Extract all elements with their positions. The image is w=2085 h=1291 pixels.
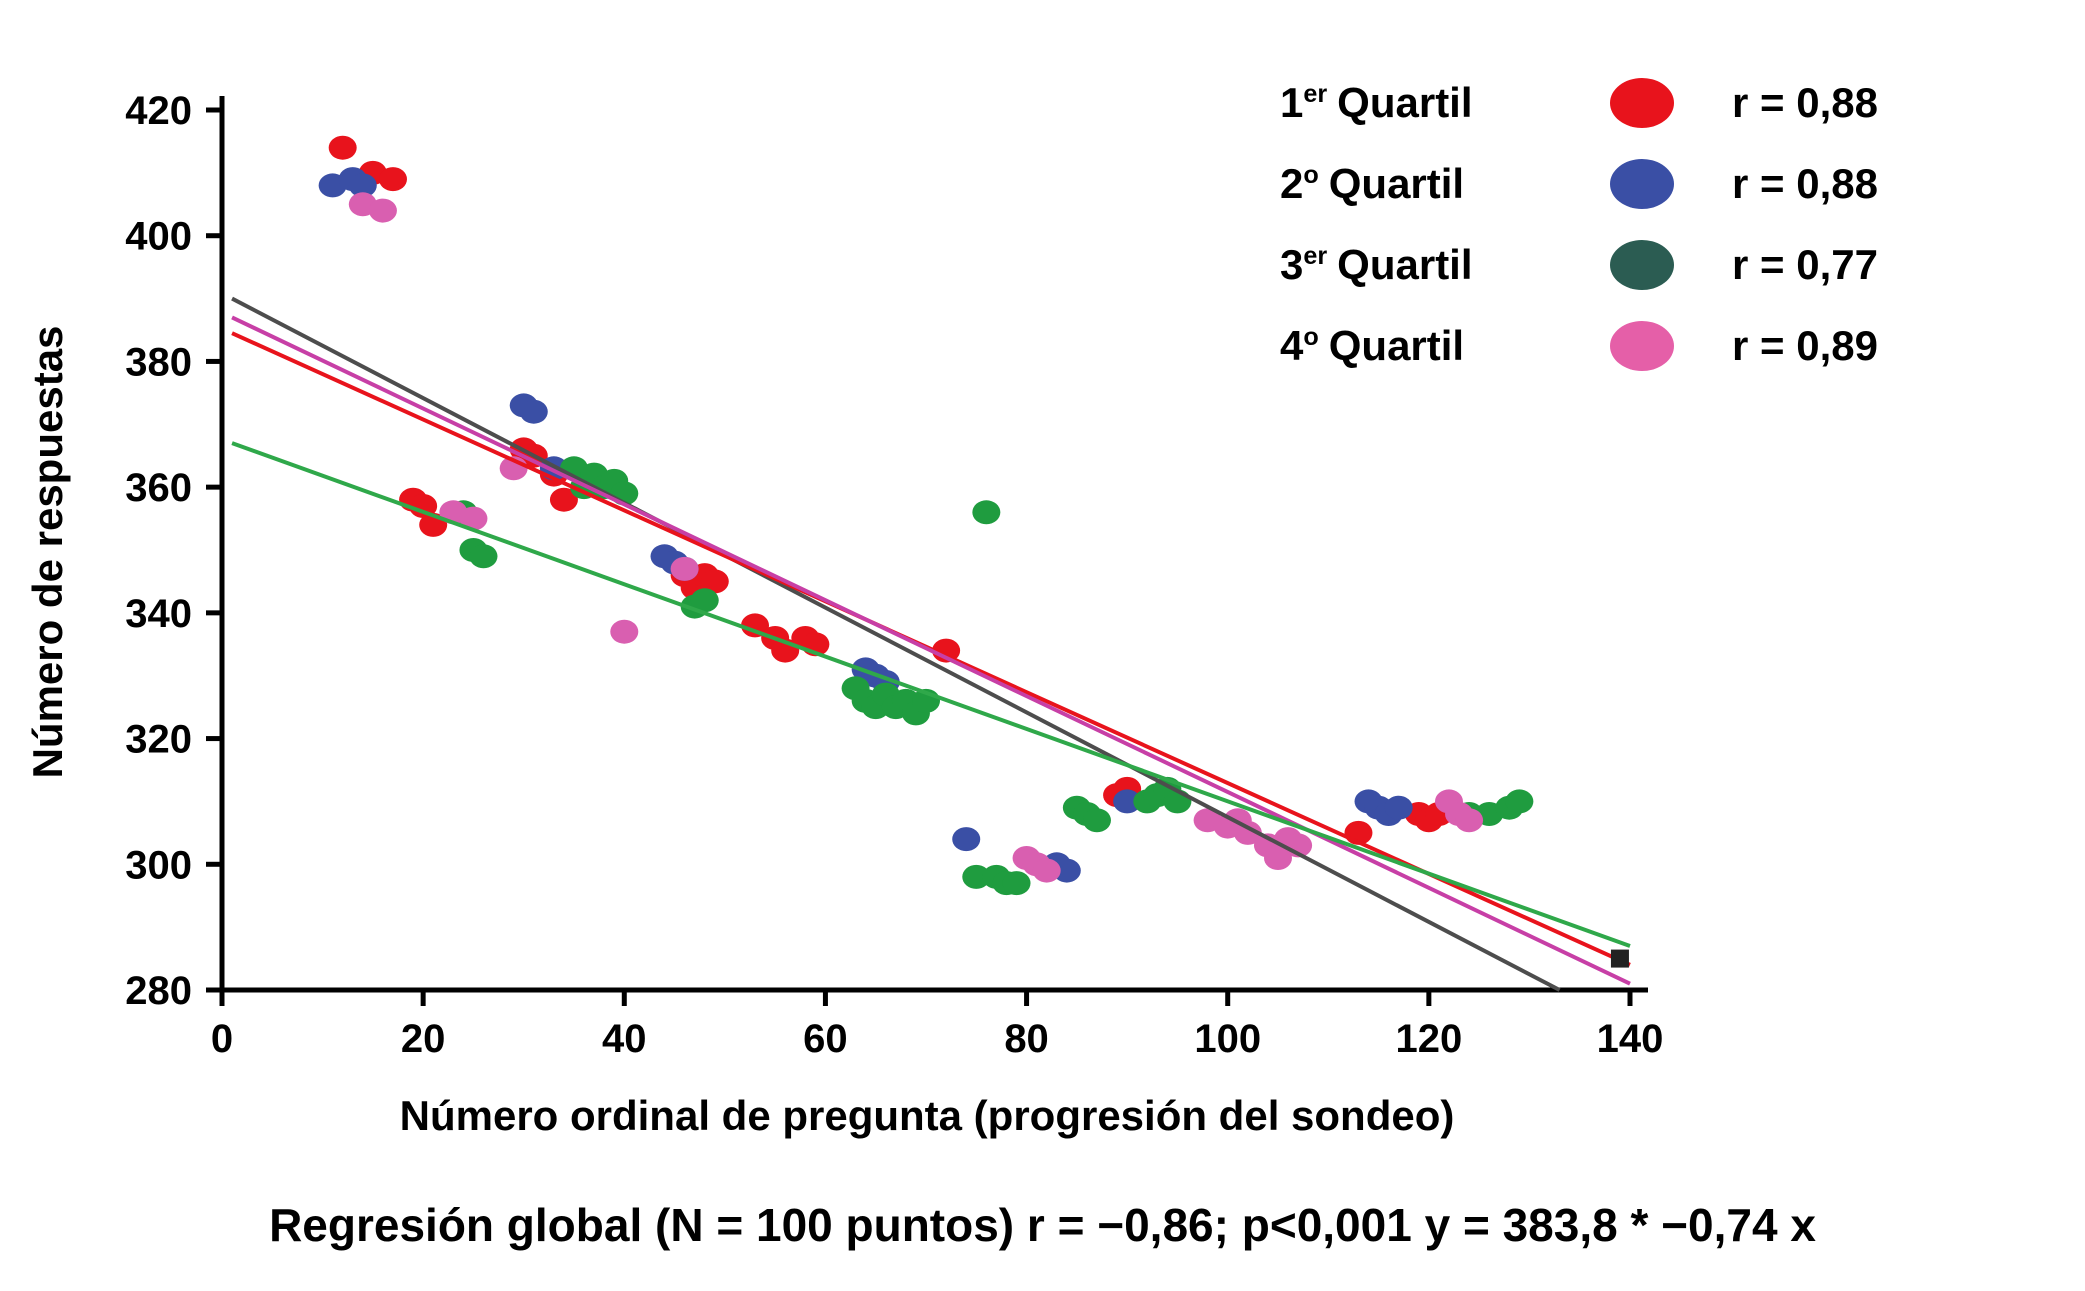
data-point — [952, 827, 981, 852]
x-tick-label: 40 — [602, 1017, 647, 1061]
legend-label: 2o Quartil — [1280, 160, 1610, 208]
data-point — [690, 588, 719, 613]
legend-item: 2o Quartil r = 0,88 — [1280, 143, 1878, 224]
legend-item: 3er Quartil r = 0,77 — [1280, 224, 1878, 305]
legend-marker-pink-circle — [1610, 320, 1674, 371]
x-tick-label: 0 — [211, 1017, 233, 1061]
x-axis-title: Número ordinal de pregunta (progresión d… — [399, 1092, 1455, 1139]
regression-line — [231, 296, 1561, 992]
data-point — [328, 135, 357, 160]
legend-label: 1er Quartil — [1280, 79, 1610, 127]
data-point — [972, 500, 1001, 525]
legend-r-value: r = 0,89 — [1732, 321, 1878, 369]
y-tick-label: 380 — [125, 340, 192, 384]
legend-label-ordinal: er — [1303, 79, 1328, 108]
legend-label-number: 1 — [1280, 78, 1304, 126]
y-tick-label: 300 — [125, 843, 192, 887]
legend-r-value: r = 0,88 — [1732, 159, 1878, 207]
data-point — [700, 569, 729, 594]
y-axis-title: Número de respuestas — [24, 325, 71, 779]
data-point — [348, 173, 377, 198]
data-point — [459, 506, 488, 531]
y-tick-label: 340 — [125, 592, 192, 636]
legend-label-number: 2 — [1280, 159, 1304, 207]
legend-r-value: r = 0,88 — [1732, 78, 1878, 126]
x-tick-label: 140 — [1597, 1017, 1664, 1061]
legend-r-value: r = 0,77 — [1732, 240, 1878, 288]
regression-caption: Regresión global (N = 100 puntos) r = −0… — [269, 1199, 1816, 1251]
legend-label-ordinal: o — [1303, 160, 1319, 189]
legend-label: 4o Quartil — [1280, 322, 1610, 370]
legend-label-word: Quartil — [1337, 78, 1473, 126]
data-point — [741, 613, 770, 638]
data-point — [1264, 846, 1292, 870]
data-point — [1233, 820, 1262, 845]
data-point — [1052, 858, 1081, 883]
x-tick-label: 20 — [401, 1017, 446, 1061]
y-tick-label: 360 — [125, 466, 192, 510]
legend-marker-teal-circle — [1610, 239, 1674, 290]
regression-line — [231, 441, 1631, 948]
data-point — [1113, 789, 1142, 814]
regression-end-marker — [1610, 949, 1629, 968]
y-tick-label: 280 — [125, 969, 192, 1013]
y-tick-label: 400 — [125, 215, 192, 259]
legend-label-word: Quartil — [1328, 159, 1465, 207]
x-tick-label: 100 — [1194, 1017, 1261, 1061]
legend-item: 4o Quartil r = 0,89 — [1280, 305, 1878, 386]
data-point — [1082, 808, 1111, 833]
legend: 1er Quartil r = 0,88 2o Quartil r = 0,88 3… — [1280, 62, 1878, 386]
data-point — [549, 487, 578, 512]
data-point — [1505, 789, 1534, 814]
x-tick-label: 60 — [803, 1017, 848, 1061]
data-point — [469, 544, 498, 569]
y-tick-label: 320 — [125, 718, 192, 762]
regression-line — [231, 315, 1631, 986]
legend-label-ordinal: er — [1303, 241, 1328, 270]
data-point — [1455, 808, 1484, 833]
x-tick-label: 120 — [1395, 1017, 1462, 1061]
legend-label-word: Quartil — [1337, 240, 1473, 288]
data-point — [378, 167, 407, 192]
legend-label-ordinal: o — [1303, 322, 1319, 351]
data-point — [409, 494, 438, 518]
data-point — [1002, 871, 1031, 896]
data-point — [670, 556, 699, 581]
x-tick-label: 80 — [1004, 1017, 1049, 1061]
data-point — [610, 619, 639, 644]
legend-label: 3er Quartil — [1280, 241, 1610, 289]
data-point — [1032, 858, 1061, 883]
data-point — [1384, 795, 1413, 820]
data-point — [962, 864, 991, 889]
data-point — [368, 198, 397, 223]
legend-label-word: Quartil — [1328, 321, 1465, 369]
legend-marker-blue-circle — [1610, 158, 1674, 209]
legend-label-number: 4 — [1280, 321, 1304, 369]
legend-marker-red-circle — [1610, 77, 1674, 128]
y-tick-label: 420 — [125, 89, 192, 133]
legend-label-number: 3 — [1280, 240, 1304, 288]
legend-item: 1er Quartil r = 0,88 — [1280, 62, 1878, 143]
data-point — [519, 399, 548, 424]
